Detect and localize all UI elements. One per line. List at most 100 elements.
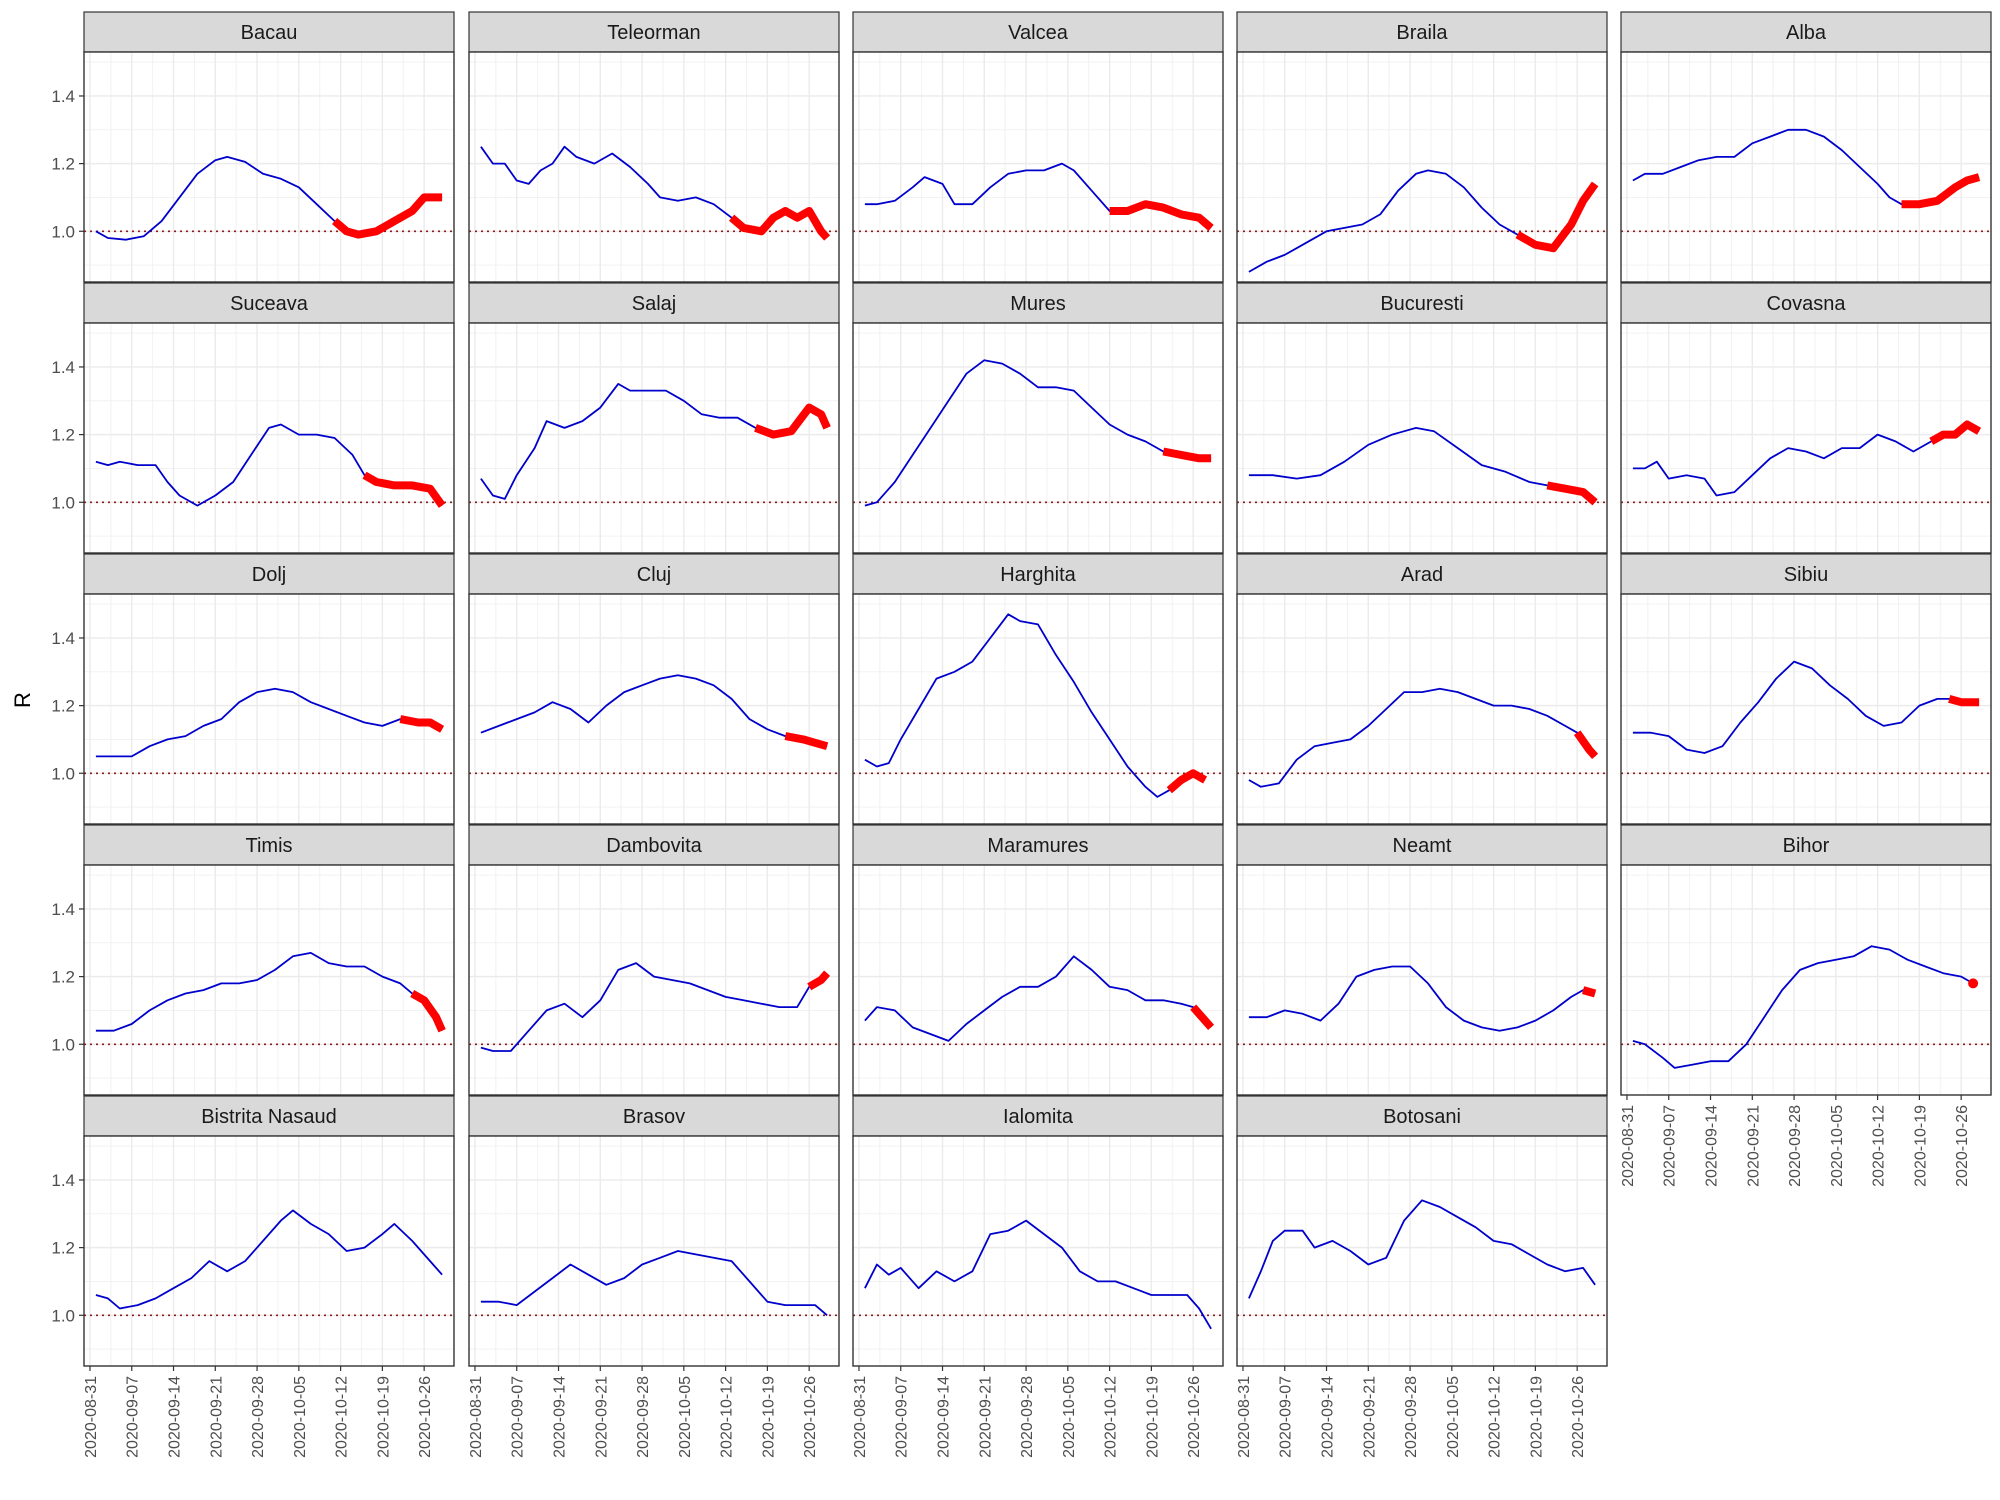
panel-border	[852, 1135, 1224, 1367]
x-tick-label: 2020-09-21	[593, 1376, 610, 1458]
panel-strip	[1236, 1095, 1608, 1137]
x-tick-label: 2020-10-19	[1528, 1376, 1545, 1458]
plot-area	[84, 594, 454, 824]
panel-bistrita-nasaud: Bistrita Nasaud 1.0 1.2 1.4 2020-08-31 2020-0…	[51, 1095, 455, 1458]
y-tick-label: 1.4	[51, 900, 75, 919]
x-tick-label: 2020-10-05	[1829, 1105, 1846, 1187]
x-tick-label: 2020-09-21	[1745, 1105, 1762, 1187]
panel-mures: Mures	[852, 282, 1224, 554]
panel-border	[83, 593, 455, 825]
recent-series-line	[1109, 200, 1214, 231]
panel-border	[1236, 864, 1608, 1096]
series-line	[864, 1219, 1212, 1330]
x-tick-label: 2020-10-26	[417, 1376, 434, 1458]
panel-arad: Arad	[1236, 553, 1608, 825]
series-line	[480, 962, 828, 1052]
y-tick-label: 1.4	[51, 1171, 75, 1190]
recent-series-line	[784, 732, 829, 751]
series-line	[1248, 965, 1596, 1032]
recent-estimate-marker	[1968, 978, 1979, 989]
panel-border	[1236, 593, 1608, 825]
recent-series-line	[728, 207, 831, 241]
panel-title: Alba	[1786, 22, 1827, 44]
y-tick-label: 1.4	[51, 87, 75, 106]
x-tick-label: 2020-09-14	[1704, 1105, 1721, 1187]
series-line	[864, 955, 1212, 1042]
panel-title: Brasov	[623, 1106, 685, 1128]
x-tick-label: 2020-10-12	[1871, 1105, 1888, 1187]
x-tick-label: 2020-09-07	[1662, 1105, 1679, 1187]
plot-area	[1237, 594, 1607, 824]
plot-area	[853, 865, 1223, 1095]
panel-border	[468, 593, 840, 825]
x-tick-label: 2020-09-21	[208, 1376, 225, 1458]
panel-border	[852, 864, 1224, 1096]
plot-area	[469, 1136, 839, 1366]
y-tick-label: 1.4	[51, 629, 75, 648]
panel-title: Suceava	[230, 293, 309, 315]
recent-series-line	[1546, 481, 1598, 506]
recent-series-line	[332, 193, 443, 239]
panel-strip	[852, 11, 1224, 53]
panel-timis: Timis 1.0 1.2 1.4	[51, 824, 455, 1096]
y-tick-label: 1.4	[51, 358, 75, 377]
panel-strip	[1620, 11, 1992, 53]
panel-ialomita: Ialomita 2020-08-31 2020-09-07 2020-09-14 20…	[852, 1095, 1224, 1458]
y-tick-label: 1.2	[51, 155, 75, 174]
panel-strip	[83, 282, 455, 324]
series-line	[480, 674, 828, 748]
x-tick-label: 2020-10-12	[334, 1376, 351, 1458]
plot-area	[469, 52, 839, 282]
series-line	[95, 687, 443, 758]
panel-border	[1236, 1135, 1608, 1367]
y-axis-title: R	[10, 692, 35, 708]
panel-border	[1236, 322, 1608, 554]
x-tick-label: 2020-10-26	[1954, 1105, 1971, 1187]
y-tick-label: 1.2	[51, 968, 75, 987]
panel-strip	[1236, 282, 1608, 324]
plot-area	[469, 865, 839, 1095]
plot-area	[469, 323, 839, 553]
y-tick-label: 1.0	[51, 764, 75, 783]
x-tick-label: 2020-10-12	[1103, 1376, 1120, 1458]
panel-strip	[1236, 824, 1608, 866]
x-tick-label: 2020-10-19	[1144, 1376, 1161, 1458]
panel-teleorman: Teleorman	[468, 11, 840, 283]
x-tick-label: 2020-10-26	[802, 1376, 819, 1458]
panel-strip	[852, 282, 1224, 324]
x-tick-label: 2020-09-21	[977, 1376, 994, 1458]
recent-series-line	[1582, 986, 1597, 998]
x-tick-label: 2020-09-07	[1278, 1376, 1295, 1458]
x-tick-label: 2020-09-28	[1403, 1376, 1420, 1458]
panel-braila: Braila	[1236, 11, 1608, 283]
recent-series-line	[1901, 173, 1981, 209]
panel-border	[1236, 51, 1608, 283]
plot-area	[1621, 323, 1991, 553]
panel-suceava: Suceava 1.0 1.2 1.4	[51, 282, 455, 554]
panel-border	[468, 51, 840, 283]
panel-title: Valcea	[1008, 22, 1069, 44]
series-line	[95, 952, 443, 1032]
panel-cluj: Cluj	[468, 553, 840, 825]
panel-title: Cluj	[637, 564, 671, 586]
plot-area	[84, 323, 454, 553]
panel-border	[1620, 593, 1992, 825]
panel-border	[468, 1135, 840, 1367]
x-tick-label: 2020-10-12	[1487, 1376, 1504, 1458]
y-tick-label: 1.2	[51, 697, 75, 716]
x-tick-label: 2020-10-05	[292, 1376, 309, 1458]
panel-title: Covasna	[1767, 293, 1847, 315]
recent-series-line	[1573, 730, 1599, 760]
panel-border	[83, 864, 455, 1096]
panel-strip	[83, 11, 455, 53]
plot-area	[853, 323, 1223, 553]
x-tick-label: 2020-08-31	[83, 1376, 100, 1458]
panel-salaj: Salaj	[468, 282, 840, 554]
recent-series-line	[1929, 420, 1982, 445]
panel-title: Botosani	[1383, 1106, 1461, 1128]
recent-series-line	[1190, 1004, 1215, 1031]
panel-strip	[852, 553, 1224, 595]
panel-strip	[468, 553, 840, 595]
panel-bihor: Bihor 2020-08-31 2020-09-07 2020-09-14 2020-…	[1620, 824, 1992, 1187]
